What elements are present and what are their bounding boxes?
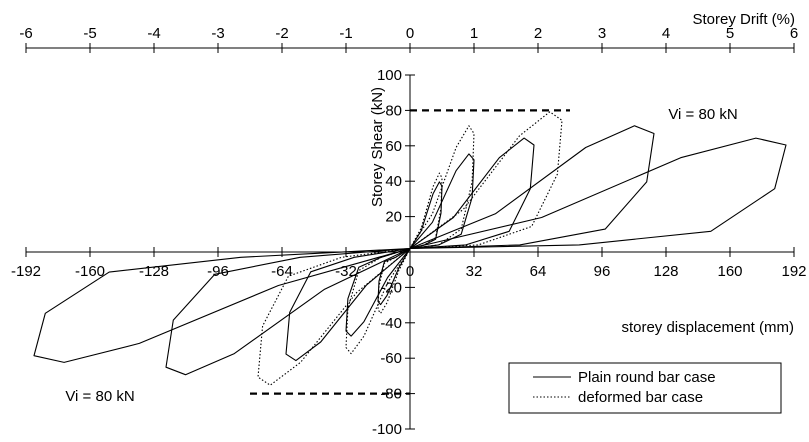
displacement-tick-label: -96 [207,263,229,280]
drift-tick-label: 6 [790,25,798,42]
legend-label-plain: Plain round bar case [578,369,716,386]
drift-tick-label: 5 [726,25,734,42]
shear-tick-label: -100 [372,421,402,438]
series-deformed-bar [257,111,563,386]
shear-tick-label: -60 [380,350,402,367]
drift-tick-label: -4 [147,25,160,42]
vi-label-bottom: Vi = 80 kN [65,388,134,405]
drift-tick-label: -3 [211,25,224,42]
displacement-tick-label: 96 [594,263,611,280]
shear-tick-label: -80 [380,386,402,403]
shear-tick-label: 20 [385,209,402,226]
displacement-tick-label: -160 [75,263,105,280]
drift-tick-label: -6 [19,25,32,42]
drift-axis: -6 -5 -4 -3 -2 -1 0 1 2 3 4 5 6 [19,25,798,53]
legend: Plain round bar case deformed bar case [508,362,782,414]
legend-label-deformed: deformed bar case [578,389,703,406]
legend-box [508,362,782,414]
displacement-tick-label: -192 [11,263,41,280]
shear-tick-label: 40 [385,173,402,190]
displacement-tick-label: -64 [271,263,293,280]
drift-tick-label: -2 [275,25,288,42]
shear-axis: -100 -80 -60 -40 -20 20 40 60 80 100 [372,67,415,438]
shear-axis-title: Storey Shear (kN) [369,87,386,207]
displacement-tick-label: 192 [781,263,806,280]
hysteresis-curves [33,111,787,386]
shear-tick-label: 80 [385,102,402,119]
drift-tick-label: 3 [598,25,606,42]
drift-tick-label: 1 [470,25,478,42]
displacement-axis-title: storey displacement (mm) [621,319,794,336]
displacement-tick-label: 32 [466,263,483,280]
drift-tick-label: -1 [339,25,352,42]
reference-lines [250,109,570,395]
shear-tick-label: 100 [377,67,402,84]
drift-tick-label: 2 [534,25,542,42]
shear-tick-label: 60 [385,138,402,155]
displacement-tick-label: -32 [335,263,357,280]
drift-tick-label: -5 [83,25,96,42]
displacement-tick-label: 64 [530,263,547,280]
vi-label-top: Vi = 80 kN [668,106,737,123]
drift-axis-title: Storey Drift (%) [692,11,795,28]
displacement-tick-label: 160 [717,263,742,280]
displacement-axis: -192 -160 -128 -96 -64 -32 0 32 64 96 128 160 192 [11,247,807,280]
hysteresis-loop [257,111,563,386]
shear-tick-label: -20 [380,279,402,296]
drift-tick-label: 0 [406,25,414,42]
displacement-tick-label: 128 [653,263,678,280]
displacement-tick-label: -128 [139,263,169,280]
shear-tick-label: -40 [380,315,402,332]
drift-tick-label: 4 [662,25,670,42]
